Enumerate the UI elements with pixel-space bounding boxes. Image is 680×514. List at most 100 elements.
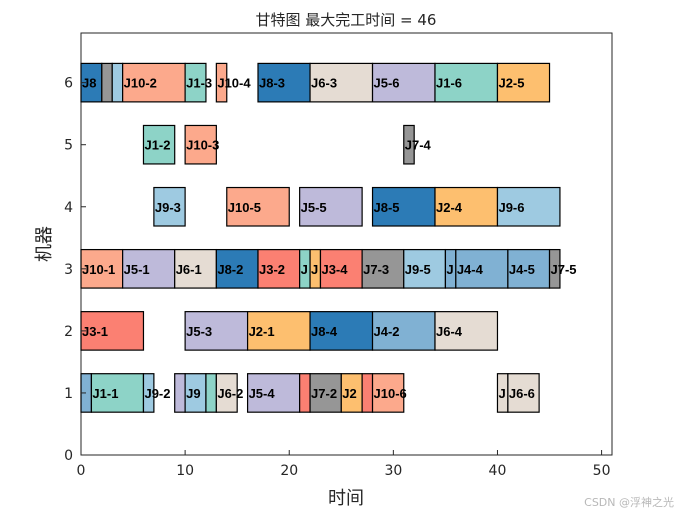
- task-label: J6-1: [176, 262, 202, 277]
- task-bar: [215, 373, 238, 413]
- task-bars: J8 J10-2 J1-3 J10-4 J8-3 J6-3 J5-6 J1-6 J2-5 J1-2…: [80, 62, 577, 413]
- x-tick-label: 0: [77, 463, 86, 479]
- task-label: J2: [342, 386, 356, 401]
- x-tick-label: 10: [176, 463, 194, 479]
- task-bar: [142, 373, 155, 413]
- task-label: J2-4: [436, 200, 463, 215]
- task-label: J4-2: [374, 324, 400, 339]
- task-bar: [215, 62, 228, 103]
- task-bar: [122, 62, 186, 103]
- task-bar: [299, 373, 311, 413]
- task-label: J10-2: [124, 76, 157, 91]
- y-tick-label: 6: [64, 76, 73, 92]
- task-bar: [184, 62, 207, 103]
- x-tick-label: 50: [593, 463, 611, 479]
- task-label: J8-2: [217, 262, 243, 277]
- task-bar: [361, 373, 374, 413]
- x-tick-label: 30: [384, 463, 402, 479]
- task-bar: [101, 62, 113, 103]
- task-label: J10-4: [217, 76, 251, 91]
- task-label: J2-5: [498, 76, 524, 91]
- task-label: J5-6: [374, 76, 400, 91]
- task-label: J7-4: [405, 138, 432, 153]
- task-label: J7-5: [551, 262, 577, 277]
- task-label: J4-4: [457, 262, 484, 277]
- task-label: J1-6: [436, 76, 462, 91]
- task-label: J8: [82, 76, 96, 91]
- task-bar: [403, 248, 447, 289]
- x-axis-label: 时间: [328, 488, 364, 509]
- task-bar: [434, 311, 499, 351]
- task-bar: [496, 62, 551, 103]
- task-label: J3-1: [82, 324, 108, 339]
- task-label: J10-5: [228, 200, 261, 215]
- task-label: J1-1: [92, 386, 118, 401]
- y-tick-label: 2: [64, 324, 73, 340]
- task-bar: [184, 311, 249, 351]
- task-label: J9-2: [144, 386, 170, 401]
- task-label: J2-1: [249, 324, 275, 339]
- task-label: J9-3: [155, 200, 181, 215]
- task-label: J8-3: [259, 76, 285, 91]
- task-bar: [434, 62, 499, 103]
- task-label: J1-2: [144, 138, 170, 153]
- y-axis-label: 机器: [34, 226, 55, 262]
- watermark: CSDN @浮神之光: [584, 496, 674, 509]
- task-label: J5-1: [124, 262, 150, 277]
- task-label: J6-6: [509, 386, 535, 401]
- y-tick-label: 4: [64, 200, 73, 216]
- task-label: J: [311, 262, 318, 277]
- task-label: J5-4: [249, 386, 276, 401]
- task-label: J5-3: [186, 324, 212, 339]
- task-bar: [507, 248, 551, 289]
- task-bar: [309, 311, 374, 351]
- task-label: J6-4: [436, 324, 463, 339]
- chart-title: 甘特图 最大完工时间 = 46: [256, 11, 437, 29]
- task-label: J: [446, 262, 453, 277]
- task-bar: [205, 373, 217, 413]
- task-bar: [80, 311, 145, 351]
- task-bar: [174, 373, 186, 413]
- task-bar: [496, 186, 561, 227]
- task-label: J7-2: [311, 386, 337, 401]
- task-bar: [403, 124, 415, 165]
- task-label: J: [498, 386, 505, 401]
- task-bar: [215, 248, 259, 289]
- y-tick-label: 0: [64, 448, 73, 464]
- task-bar: [257, 248, 301, 289]
- task-label: J8-4: [311, 324, 338, 339]
- task-bar: [90, 373, 145, 413]
- task-label: J1-3: [186, 76, 212, 91]
- task-label: J9-5: [405, 262, 431, 277]
- task-bar: [361, 248, 405, 289]
- task-bar: [507, 373, 540, 413]
- task-bar: [153, 186, 186, 227]
- task-label: J6-2: [217, 386, 243, 401]
- x-tick-label: 40: [489, 463, 507, 479]
- task-bar: [371, 373, 405, 413]
- task-label: J4-5: [509, 262, 535, 277]
- task-label: J3-2: [259, 262, 285, 277]
- task-bar: [122, 248, 176, 289]
- task-bar: [111, 62, 124, 103]
- task-label: J10-1: [82, 262, 115, 277]
- task-label: J9: [186, 386, 200, 401]
- task-label: J10-3: [186, 138, 219, 153]
- x-tick-label: 20: [280, 463, 298, 479]
- task-label: J5-5: [301, 200, 327, 215]
- task-bar: [371, 62, 436, 103]
- task-label: J7-3: [363, 262, 389, 277]
- task-label: J10-6: [374, 386, 407, 401]
- y-tick-label: 3: [64, 262, 73, 278]
- task-bar: [80, 248, 124, 289]
- y-tick-label: 1: [64, 386, 73, 402]
- task-bar: [226, 186, 290, 227]
- task-label: J: [301, 262, 308, 277]
- task-bar: [455, 248, 509, 289]
- task-label: J9-6: [498, 200, 524, 215]
- task-bar: [309, 62, 374, 103]
- task-label: J6-3: [311, 76, 337, 91]
- y-tick-label: 5: [64, 138, 73, 154]
- task-bar: [319, 248, 363, 289]
